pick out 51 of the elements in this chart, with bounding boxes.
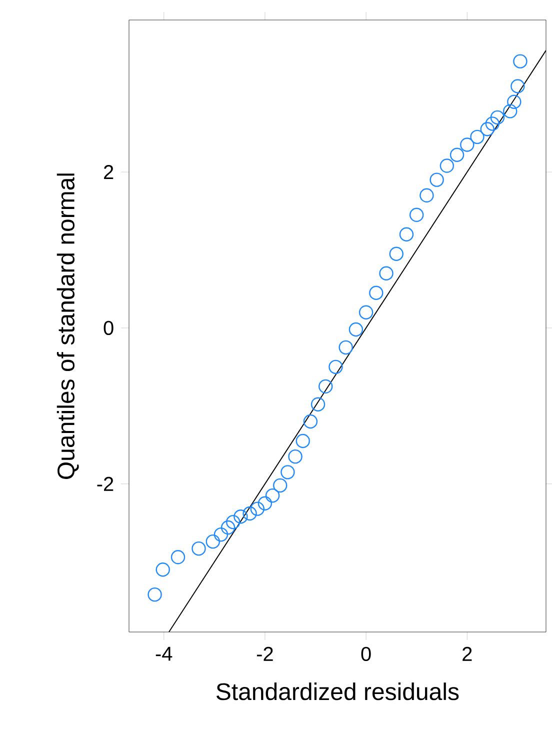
point — [226, 514, 240, 530]
point — [250, 502, 264, 516]
point — [450, 148, 464, 162]
point — [220, 520, 236, 535]
point — [318, 379, 333, 394]
x-tick-label: -4 — [156, 646, 172, 661]
y-tick-label: 2 — [104, 165, 114, 179]
point — [273, 478, 288, 493]
point — [214, 527, 228, 542]
point — [389, 246, 404, 261]
point — [242, 506, 257, 521]
point — [192, 541, 206, 556]
point — [507, 94, 522, 109]
point — [310, 397, 326, 412]
point — [303, 414, 318, 429]
point — [288, 449, 302, 464]
point — [460, 138, 474, 152]
point — [503, 104, 518, 118]
point — [399, 227, 414, 242]
point — [430, 172, 444, 187]
point — [379, 266, 394, 280]
x-tick-label: 0 — [361, 646, 371, 662]
point — [156, 562, 170, 577]
point — [510, 79, 525, 94]
point — [280, 465, 295, 480]
point — [234, 510, 248, 524]
point — [358, 305, 374, 320]
point — [440, 158, 454, 173]
y-tick-label: 0 — [104, 320, 114, 336]
point — [410, 208, 424, 222]
x-tick-label: -2 — [256, 646, 273, 661]
point — [485, 116, 500, 131]
point — [420, 188, 434, 203]
point — [328, 360, 343, 374]
point — [170, 550, 186, 564]
point — [480, 122, 494, 136]
point — [513, 54, 528, 68]
y-axis-title: Quantiles of standard normal — [56, 174, 79, 479]
y-tick-label: -2 — [97, 476, 114, 491]
point — [206, 534, 220, 549]
x-axis-title: Standardized residuals — [216, 682, 459, 700]
point — [490, 110, 505, 125]
point — [470, 130, 484, 144]
point — [296, 434, 310, 448]
point — [369, 286, 384, 300]
point — [258, 496, 272, 510]
point — [148, 587, 162, 602]
point — [348, 322, 364, 337]
x-tick-label: 2 — [462, 646, 472, 661]
point — [338, 340, 353, 355]
point — [265, 488, 280, 503]
